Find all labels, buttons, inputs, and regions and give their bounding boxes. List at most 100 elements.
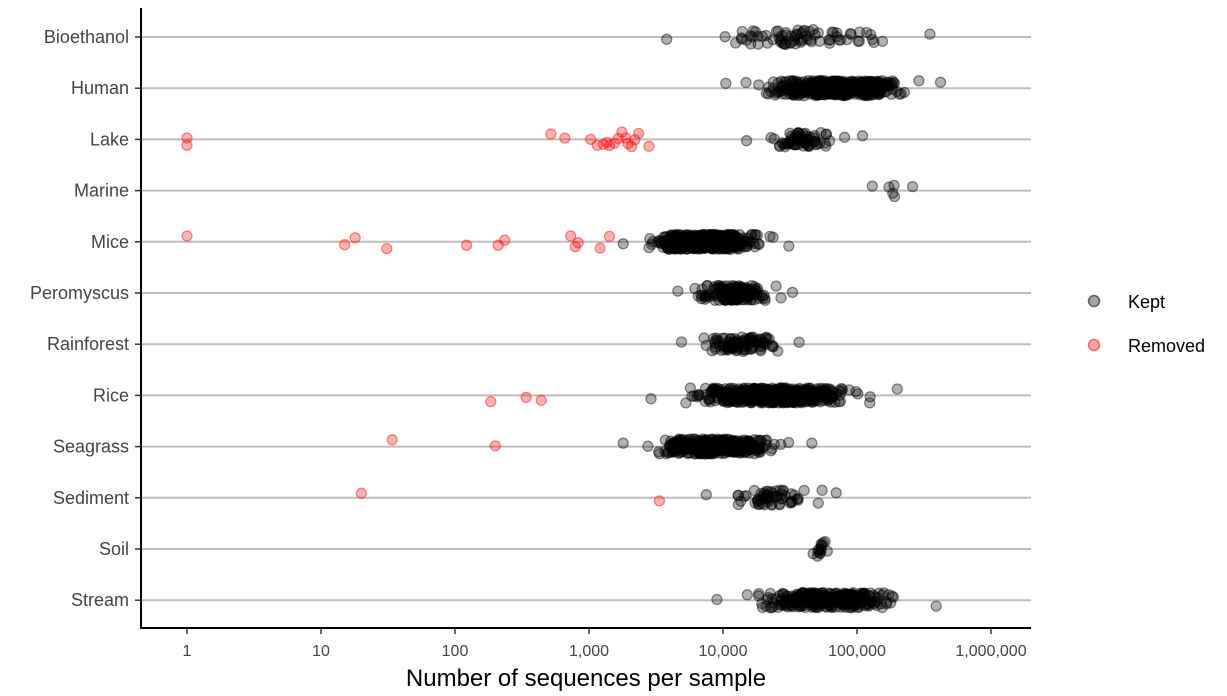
kept-point (844, 27, 857, 40)
kept-point (670, 236, 682, 248)
kept-point (681, 233, 693, 246)
kept-point (813, 87, 826, 99)
kept-point (686, 240, 698, 253)
kept-point (787, 138, 799, 150)
kept-point (715, 241, 727, 254)
kept-point (854, 80, 866, 92)
kept-point (774, 36, 787, 48)
removed-point (181, 139, 193, 151)
kept-point (833, 84, 846, 97)
kept-point (825, 77, 838, 90)
kept-point (879, 86, 891, 98)
kept-point (703, 237, 715, 249)
kept-point (830, 77, 843, 89)
kept-point (859, 88, 872, 100)
kept-point (800, 136, 812, 148)
kept-point (812, 27, 824, 39)
kept-point (842, 89, 854, 101)
kept-point (745, 30, 757, 42)
kept-point (703, 234, 715, 247)
kept-point (754, 441, 767, 454)
kept-point (829, 83, 841, 96)
kept-point (800, 77, 812, 89)
kept-point (824, 86, 837, 98)
kept-point (829, 89, 842, 101)
kept-point (729, 237, 741, 249)
kept-point (792, 81, 804, 93)
kept-point (798, 83, 811, 95)
kept-point (652, 236, 664, 248)
kept-point (737, 396, 750, 408)
kept-point (803, 140, 815, 152)
kept-point (798, 75, 810, 88)
kept-point (823, 76, 835, 89)
kept-point (887, 187, 899, 199)
kept-point (836, 76, 848, 89)
kept-point (871, 82, 884, 94)
removed-point (545, 128, 557, 140)
kept-point (701, 234, 713, 246)
kept-point (816, 87, 828, 99)
kept-point (705, 242, 718, 255)
kept-point (706, 243, 718, 255)
kept-point (872, 76, 884, 88)
kept-point (846, 80, 859, 93)
category-label-mice: Mice (91, 232, 129, 252)
kept-point (844, 86, 856, 98)
kept-point (812, 75, 824, 87)
kept-point (806, 87, 818, 100)
kept-point (798, 484, 810, 497)
kept-point (834, 86, 847, 99)
kept-point (817, 85, 829, 97)
kept-point (789, 139, 801, 151)
category-label-soil: Soil (99, 539, 129, 559)
kept-point (709, 236, 721, 248)
kept-point (726, 435, 739, 447)
kept-point (888, 179, 900, 192)
kept-point (725, 239, 737, 252)
kept-point (858, 84, 870, 97)
kept-point (767, 231, 779, 243)
kept-point (836, 76, 848, 88)
kept-point (886, 79, 898, 92)
kept-point (832, 83, 844, 95)
kept-point (784, 135, 796, 148)
kept-point (698, 237, 710, 250)
kept-point (706, 239, 718, 251)
kept-point (856, 130, 869, 142)
kept-point (866, 33, 879, 46)
kept-point (847, 85, 859, 97)
kept-point (838, 86, 850, 99)
kept-point (838, 80, 850, 93)
kept-point (827, 81, 840, 93)
kept-point (834, 80, 846, 92)
kept-point (704, 231, 716, 243)
kept-point (710, 232, 723, 244)
kept-point (699, 233, 711, 246)
kept-point (791, 29, 803, 41)
kept-point (700, 489, 712, 501)
kept-point (776, 88, 789, 100)
kept-point (719, 233, 731, 246)
kept-point (680, 229, 692, 241)
kept-point (825, 82, 837, 94)
kept-point (818, 596, 831, 609)
kept-point (741, 589, 753, 601)
kept-point (721, 230, 733, 243)
kept-point (712, 237, 724, 249)
kept-point (706, 233, 719, 245)
kept-point (836, 87, 848, 99)
x-tick-label: 100 (442, 643, 469, 660)
kept-point (789, 31, 801, 43)
kept-point (719, 231, 731, 243)
kept-point (861, 76, 873, 88)
kept-point (677, 233, 689, 245)
kept-point (698, 228, 710, 241)
kept-point (855, 76, 867, 88)
kept-point (806, 601, 818, 614)
kept-point (726, 236, 738, 248)
kept-point (736, 235, 748, 247)
kept-point (690, 235, 702, 247)
kept-point (815, 126, 827, 139)
kept-point (735, 233, 747, 245)
